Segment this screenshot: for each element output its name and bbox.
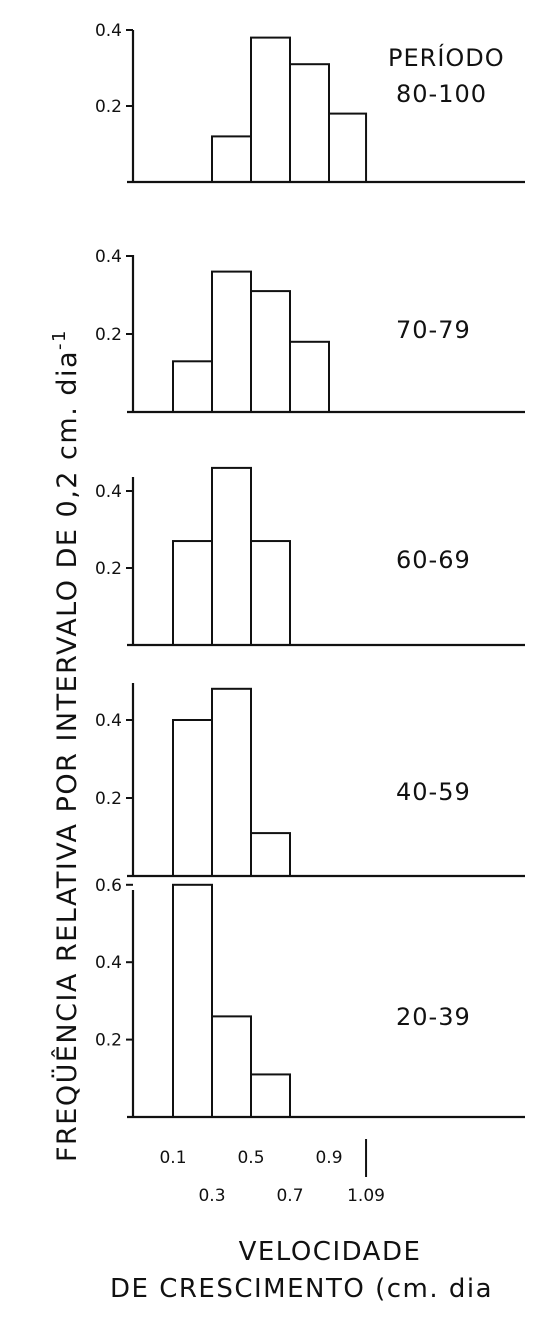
x-axis-tick-labels: 0.1 0.5 0.9 0.3 0.7 1.09	[159, 1139, 385, 1206]
histogram-bar	[212, 468, 251, 645]
histogram-bar	[212, 1016, 251, 1117]
x-tick-label: 0.3	[198, 1186, 225, 1206]
histogram-bar	[173, 885, 212, 1117]
histogram-bar	[212, 272, 251, 412]
panel-2: 0.2 0.4 70-79	[95, 247, 525, 412]
y-tick-label: 0.4	[95, 482, 122, 502]
histogram-bar	[251, 38, 290, 182]
panel-5: 0.2 0.4 0.6 20-39	[95, 876, 525, 1117]
histogram-bar	[212, 136, 251, 182]
histogram-bar	[251, 833, 290, 876]
x-tick-label: 1.09	[347, 1186, 385, 1206]
y-axis-label: FREQÜÊNCIA RELATIVA POR INTERVALO DE 0,2…	[49, 329, 83, 1162]
histogram-bar	[290, 64, 329, 182]
y-tick-label: 0.4	[95, 953, 122, 973]
x-tick-label: 0.7	[276, 1186, 303, 1206]
y-tick-label: 0.4	[95, 21, 122, 41]
y-tick-label: 0.4	[95, 711, 122, 731]
panel-title: PERÍODO	[388, 43, 505, 72]
histogram-bar	[173, 720, 212, 876]
x-tick-label: 0.5	[237, 1148, 264, 1168]
histogram-bar	[290, 342, 329, 412]
x-axis-label-line1: VELOCIDADE	[239, 1237, 422, 1267]
y-tick-label: 0.2	[95, 789, 122, 809]
y-tick-label: 0.4	[95, 247, 122, 267]
y-tick-label: 0.2	[95, 325, 122, 345]
y-tick-label: 0.6	[95, 876, 122, 896]
y-axis-label-superscript: -1	[49, 329, 70, 350]
x-tick-label: 0.9	[315, 1148, 342, 1168]
panels: 0.2 0.4 PERÍODO 80-100 0.2 0.4 70-79 0.2 0.4 60-6…	[95, 21, 525, 1117]
y-tick-label: 0.2	[95, 97, 122, 117]
histogram-bar	[212, 689, 251, 876]
period-label: 70-79	[396, 316, 471, 344]
histogram-bar	[329, 114, 366, 182]
panel-4: 0.2 0.4 40-59	[95, 683, 525, 876]
period-label: 20-39	[396, 1003, 471, 1031]
y-tick-label: 0.2	[95, 1031, 122, 1051]
histogram-bar	[251, 1074, 290, 1117]
histogram-bar	[173, 541, 212, 645]
period-label: 60-69	[396, 546, 471, 574]
y-axis-label-text: FREQÜÊNCIA RELATIVA POR INTERVALO DE 0,2…	[51, 350, 83, 1162]
panel-1: 0.2 0.4 PERÍODO 80-100	[95, 21, 525, 182]
y-tick-label: 0.2	[95, 559, 122, 579]
histogram-bar	[251, 541, 290, 645]
period-label: 40-59	[396, 778, 471, 806]
x-axis-label-line2: DE CRESCIMENTO (cm. dia	[110, 1274, 493, 1304]
panel-3: 0.2 0.4 60-69	[95, 468, 525, 645]
x-tick-label: 0.1	[159, 1148, 186, 1168]
period-label: 80-100	[396, 80, 487, 108]
histogram-bar	[251, 291, 290, 412]
histogram-bar	[173, 361, 212, 412]
